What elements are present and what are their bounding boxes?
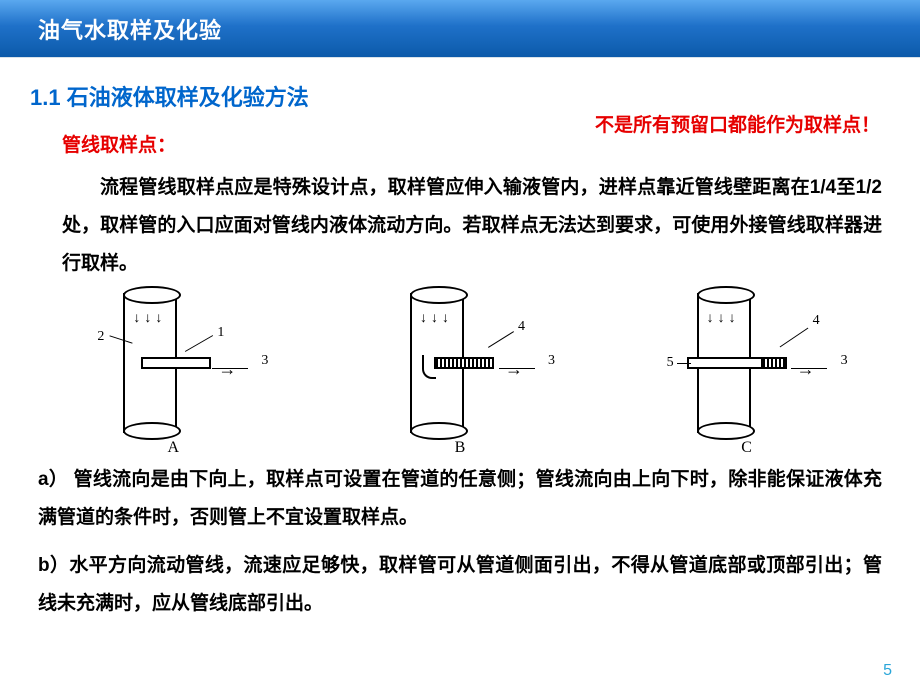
slide-header: 油气水取样及化验 (0, 0, 920, 58)
section-title: 1.1 石油液体取样及化验方法 (30, 80, 890, 112)
slide-content: 1.1 石油液体取样及化验方法 不是所有预留口都能作为取样点！ 管线取样点： 流… (0, 58, 920, 623)
leader-line-icon (185, 335, 213, 352)
probe-cross-icon (687, 357, 787, 369)
diagram-b: ↓↓↓ → 4 3 B (340, 293, 580, 453)
slide-header-title: 油气水取样及化验 (38, 13, 222, 45)
diagram-c: ↓↓↓ → 5 4 3 C (627, 293, 867, 453)
probe-icon (434, 357, 494, 369)
flow-arrows-icon: ↓↓↓ (707, 309, 740, 325)
flow-arrows-icon: ↓↓↓ (420, 309, 453, 325)
probe-icon (141, 357, 211, 369)
diagram-a: ↓↓↓ → 2 1 3 A (53, 293, 293, 453)
callout-1: 1 (217, 325, 224, 341)
leader-line-icon (488, 331, 514, 348)
outlet-arrow-icon: → (218, 359, 236, 380)
note-a: a） 管线流向是由下向上，取样点可设置在管道的任意侧；管线流向由上向下时，除非能… (38, 461, 882, 537)
flow-arrows-icon: ↓↓↓ (133, 309, 166, 325)
outlet-arrow-icon: → (505, 359, 523, 380)
note-b: b）水平方向流动管线，流速应足够快，取样管可从管道侧面引出，不得从管道底部或顶部… (38, 547, 882, 623)
outlet-arrow-icon: → (797, 359, 815, 380)
notes-block: a） 管线流向是由下向上，取样点可设置在管道的任意侧；管线流向由上向下时，除非能… (30, 461, 890, 623)
intro-paragraph: 流程管线取样点应是特殊设计点，取样管应伸入输液管内，进样点靠近管线壁距离在1/4… (62, 169, 882, 283)
diagram-row: ↓↓↓ → 2 1 3 A ↓↓↓ → 4 3 B ↓↓↓ → (30, 293, 890, 453)
leader-line-icon (677, 363, 691, 364)
diagram-label: A (53, 439, 293, 457)
callout-4: 4 (518, 319, 525, 335)
callout-2: 2 (97, 329, 104, 345)
page-number: 5 (883, 662, 892, 680)
warning-text: 不是所有预留口都能作为取样点！ (595, 110, 880, 137)
callout-3: 3 (841, 353, 848, 369)
callout-5: 5 (667, 355, 674, 371)
leader-line-icon (779, 328, 808, 348)
diagram-label: C (627, 439, 867, 457)
callout-3: 3 (261, 353, 268, 369)
callout-3: 3 (548, 353, 555, 369)
callout-4: 4 (813, 313, 820, 329)
diagram-label: B (340, 439, 580, 457)
